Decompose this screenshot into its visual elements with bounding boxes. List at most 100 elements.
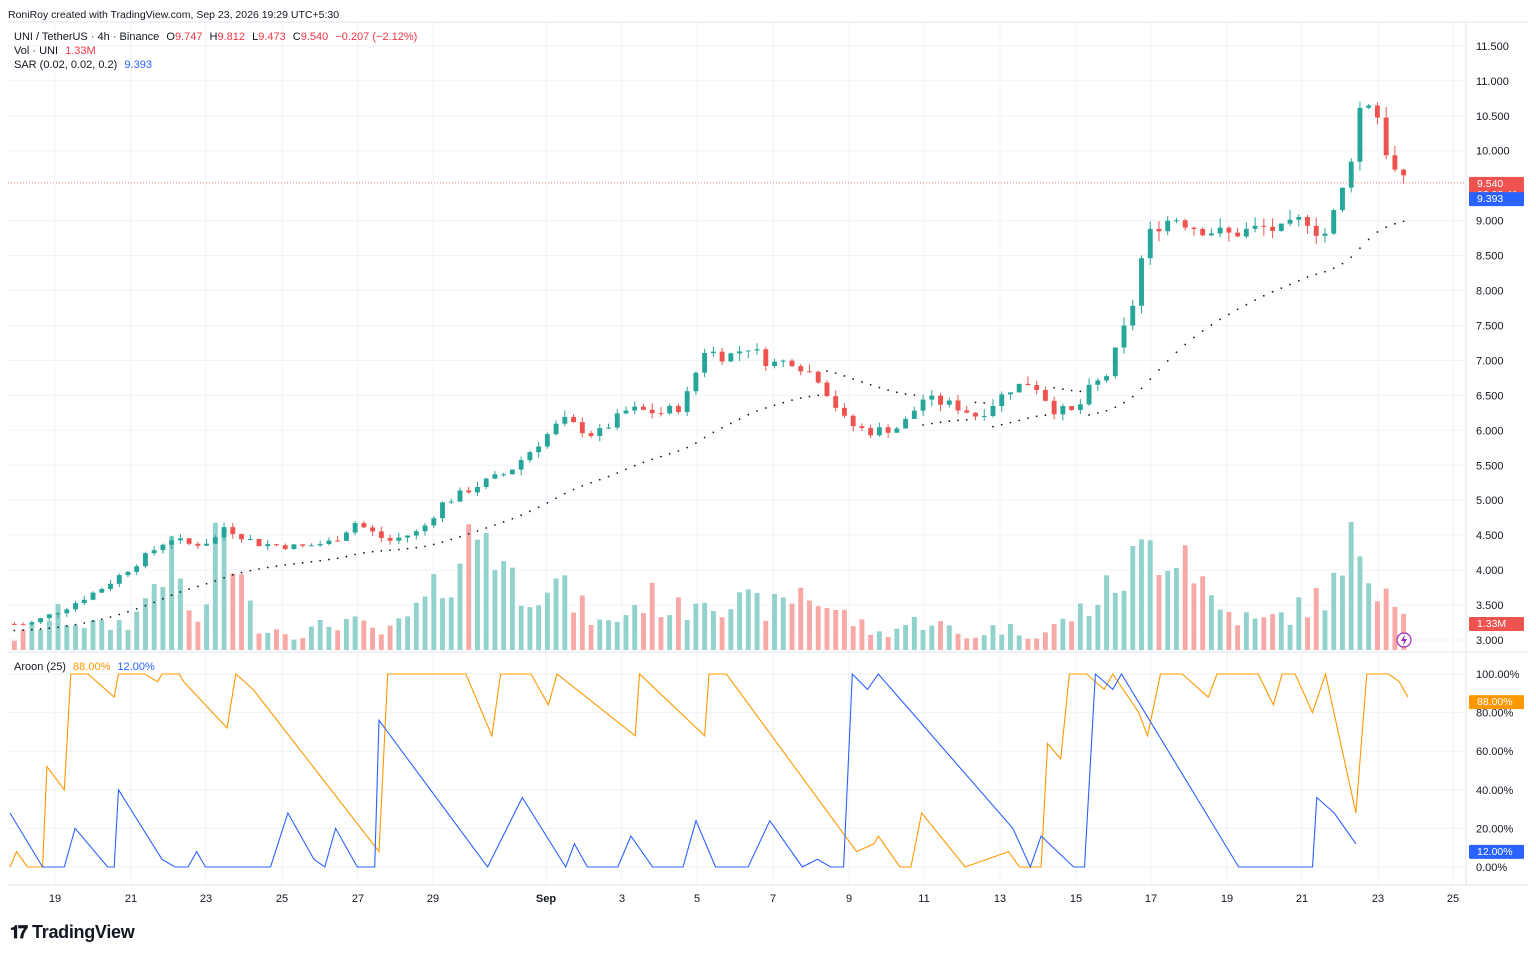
volume-bar [1296,597,1302,650]
volume-bar [1401,613,1407,650]
candle-body [177,538,183,541]
aroon-up-line [9,671,1409,868]
candle-body [859,426,865,429]
volume-bar [483,532,489,650]
sar-dot [494,524,496,526]
volume-bar [116,620,122,650]
candle-body [1348,161,1354,188]
sar-dot [1131,395,1134,398]
volume-bar [903,624,909,650]
volume-bar [1121,590,1127,650]
volume-bar [352,616,358,650]
volume-bar [142,598,148,650]
volume-bar [29,625,35,650]
sar-dot [677,450,680,452]
candle-body [614,413,620,428]
sar-dot [1254,299,1256,302]
volume-bar [90,619,96,650]
candle-body [946,400,952,405]
volume-bar [780,597,786,650]
candlestick-series [11,101,1407,626]
candle-body [1095,380,1101,385]
volume-bar [99,620,105,650]
volume-legend: Vol · UNI 1.33M [14,45,96,57]
sar-dot [310,560,313,563]
volume-bar [1278,612,1284,650]
sar-dot [275,565,278,568]
volume-bar [675,597,681,650]
sar-dot [764,407,767,409]
candle-body [903,418,909,429]
tradingview-logo[interactable]: 𝟏𝟕 TradingView [10,922,135,943]
volume-bar [518,605,524,650]
candle-body [99,589,105,593]
candle-body [448,501,454,503]
volume-bar [1374,601,1380,650]
sar-dot [555,497,557,500]
candle-body [142,553,148,567]
volume-bar [440,598,445,650]
candle-body [230,527,236,535]
volume-bar [859,619,865,650]
sar-dot [1341,262,1344,265]
candle-body [265,544,271,547]
candle-body [1007,392,1013,395]
volume-bar [239,574,244,650]
candle-body [658,413,664,415]
volume-legend-label: Vol · UNI [14,45,59,57]
volume-bar [387,625,393,650]
sar-dot [546,501,549,504]
sar-dot [974,401,977,404]
candle-body [378,531,384,538]
volume-bar [509,567,515,650]
candle-body [116,575,122,584]
volume-bar [1191,583,1197,650]
candle-body [370,527,376,532]
volume-bar [1069,621,1075,650]
candle-body [1208,233,1214,236]
sar-dot [686,446,689,449]
price-axis-label: 4.500 [1476,530,1504,542]
sar-dot [284,564,287,566]
candle-body [562,416,568,424]
candle-body [300,544,306,546]
candle-body [728,353,734,362]
candle-body [981,415,987,417]
sar-dot [537,506,540,509]
candle-body [1261,225,1267,227]
volume-bar [1252,618,1258,650]
candle-body [125,571,131,576]
sar-dot [581,485,584,487]
candle-body [274,544,279,546]
candle-body [29,622,35,625]
sar-dot [1053,386,1056,389]
sar-dot [1376,231,1379,233]
price-axis-label: 5.500 [1476,460,1504,472]
time-axis-label: 19 [49,893,61,905]
volume-bar [1200,576,1206,650]
price-axis-label: 6.000 [1476,425,1504,437]
aroon-up-tag-text: 88.00% [1477,696,1513,708]
symbol-title: UNI / TetherUS · 4h · Binance [14,31,160,43]
sar-price-tag: 9.393 [1469,192,1524,207]
sar-dot [100,618,103,621]
volume-bar [754,592,760,650]
sar-dot [432,543,435,546]
sar-dot [1018,419,1021,422]
candle-body [81,599,87,604]
volume-bar [274,629,279,650]
candle-body [440,502,445,519]
candle-body [1374,105,1380,118]
candle-body [850,415,856,427]
aroon-legend: Aroon (25) 88.00% 12.00% [14,661,155,673]
sar-dot [13,629,16,632]
aroon-axis-label: 100.00% [1476,669,1520,681]
volume-bar [466,524,472,650]
volume-bar [728,609,734,650]
volume-bar [413,602,419,650]
volume-bar [1313,588,1319,650]
candle-body [108,583,113,590]
candle-body [876,427,882,436]
candle-body [343,532,349,541]
